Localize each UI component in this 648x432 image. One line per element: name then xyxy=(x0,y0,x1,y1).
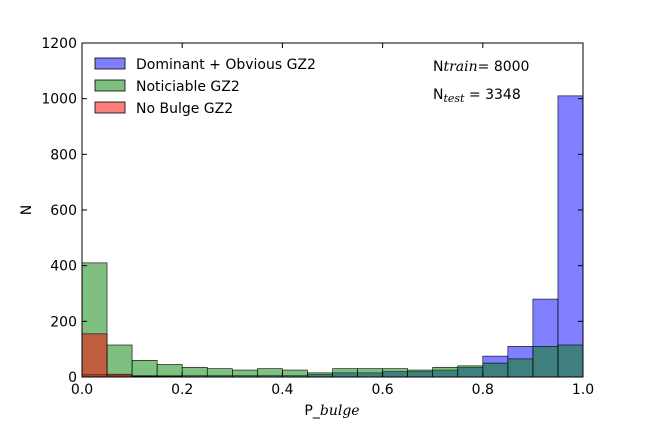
histogram-bar-series-1-bin-19 xyxy=(557,344,584,378)
histogram-bar-series-1-bin-18 xyxy=(532,346,559,378)
bars-layer xyxy=(81,95,584,378)
histogram-bar-series-1-bin-6 xyxy=(232,369,258,378)
x-tick-label: 0.6 xyxy=(371,382,393,398)
histogram-bar-series-1-bin-1 xyxy=(106,344,133,378)
legend-swatch-noticiable xyxy=(94,79,126,92)
y-tick-label: 200 xyxy=(50,314,77,330)
histogram-bar-series-1-bin-4 xyxy=(181,366,208,378)
legend-label-no-bulge: No Bulge GZ2 xyxy=(136,101,233,117)
histogram-bar-series-1-bin-17 xyxy=(507,358,534,378)
legend: Dominant + Obvious GZ2 Noticiable GZ2 No… xyxy=(94,57,316,117)
ticks-layer: 0.0 0.2 0.4 0.6 0.8 1.0 0 200 400 600 800 1000 1200 xyxy=(41,36,594,398)
x-axis-label: P_bulge xyxy=(304,403,359,419)
histogram-bar-series-1-bin-11 xyxy=(357,368,383,378)
histogram-bar-series-1-bin-16 xyxy=(482,362,509,378)
x-tick-label: 1.0 xyxy=(572,382,594,398)
histogram-bar-series-1-bin-3 xyxy=(156,364,183,378)
annotation-n-train: Ntrain= 8000 xyxy=(433,59,529,75)
y-tick-label: 400 xyxy=(50,259,77,275)
legend-label-dominant: Dominant + Obvious GZ2 xyxy=(136,57,316,73)
histogram-bar-series-1-bin-7 xyxy=(257,368,283,378)
histogram-bar-series-2-bin-0 xyxy=(81,333,108,378)
x-tick-label: 0.2 xyxy=(171,382,193,398)
histogram-bar-series-1-bin-5 xyxy=(206,368,233,378)
x-tick-label: 0.8 xyxy=(472,382,494,398)
histogram-bar-series-1-bin-9 xyxy=(307,372,333,378)
annotation-n-test: Ntest = 3348 xyxy=(433,87,521,105)
y-tick-label: 1200 xyxy=(41,36,77,52)
histogram-bar-series-1-bin-12 xyxy=(382,368,408,378)
y-tick-label: 600 xyxy=(50,203,77,219)
histogram-bar-series-1-bin-8 xyxy=(282,369,308,378)
y-axis-label: N xyxy=(19,205,35,215)
y-tick-label: 0 xyxy=(68,370,77,386)
legend-swatch-dominant xyxy=(94,57,126,70)
legend-label-noticiable: Noticiable GZ2 xyxy=(136,79,240,95)
y-tick-label: 1000 xyxy=(41,92,77,108)
y-tick-label: 800 xyxy=(50,147,77,163)
histogram-bar-series-1-bin-10 xyxy=(332,368,358,378)
histogram-bar-series-1-bin-15 xyxy=(457,365,484,378)
x-tick-label: 0.0 xyxy=(71,382,93,398)
x-tick-label: 0.4 xyxy=(271,382,293,398)
histogram-bar-series-1-bin-14 xyxy=(432,366,459,378)
histogram-bar-series-1-bin-13 xyxy=(407,369,433,378)
histogram-bar-series-1-bin-2 xyxy=(131,359,158,378)
legend-swatch-no-bulge xyxy=(94,101,126,114)
histogram-bar-series-0-bin-19 xyxy=(557,95,584,378)
